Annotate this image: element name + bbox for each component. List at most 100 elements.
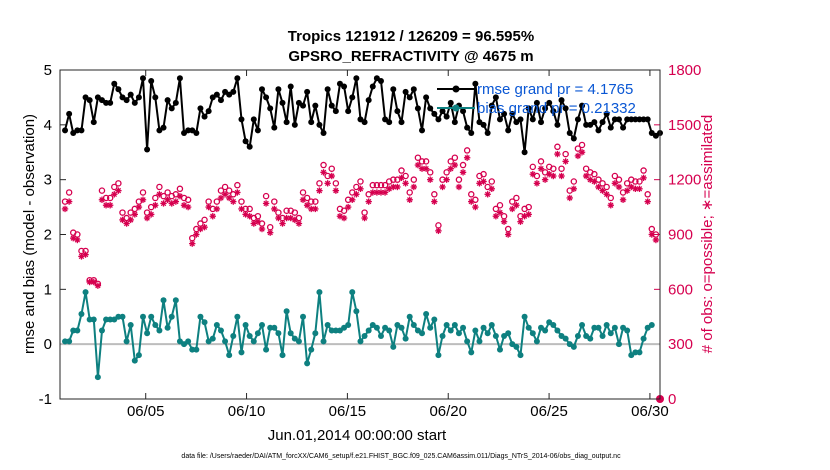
rmse-point: [435, 116, 442, 123]
bias-point: [570, 343, 577, 350]
obs-possible-point: [156, 183, 163, 191]
obs-assimilated-point: [332, 187, 340, 194]
obs-assimilated-stroke: [99, 197, 105, 203]
obs-assimilated-stroke: [464, 155, 470, 161]
obs-assimilated-stroke: [513, 202, 520, 208]
obs-possible-point: [246, 205, 253, 213]
obs-assimilated-stroke: [238, 206, 245, 212]
rmse-point: [472, 80, 479, 87]
bias-point: [455, 330, 462, 337]
rmse-point: [644, 116, 651, 123]
obs-assimilated-stroke: [95, 282, 101, 289]
obs-assimilated-point: [65, 198, 73, 205]
rmse-point: [164, 97, 171, 104]
obs-possible-point: [139, 189, 147, 196]
bias-point: [533, 338, 540, 345]
rmse-point: [406, 94, 413, 101]
x-ticks: 06/05 06/10 06/15 06/20 06/25 06/30: [127, 70, 669, 420]
bias-point: [345, 321, 352, 328]
bias-point: [103, 316, 110, 323]
rmse-point: [439, 108, 446, 115]
rmse-point: [566, 130, 573, 137]
obs-assimilated-point: [74, 236, 81, 244]
chart-title-line2: GPSRO_REFRACTIVITY @ 4675 m: [288, 48, 533, 65]
obs-assimilated-stroke: [107, 202, 113, 208]
rmse-point: [291, 121, 298, 128]
rmse-point: [217, 97, 224, 104]
obs-assimilated-point: [480, 178, 487, 185]
obs-assimilated-stroke: [193, 231, 200, 238]
obs-assimilated-stroke: [616, 184, 622, 190]
obs-possible-point: [574, 145, 582, 152]
obs-possible-point: [554, 143, 561, 151]
obs-assimilated-point: [275, 214, 282, 222]
obs-assimilated-stroke: [608, 202, 614, 208]
obs-assimilated-point: [533, 180, 541, 187]
obs-assimilated-stroke: [415, 162, 421, 168]
rmse-point: [271, 124, 278, 131]
obs-assimilated-point: [525, 211, 532, 218]
bias-point: [226, 352, 233, 359]
obs-assimilated-point: [217, 194, 225, 202]
bias-point: [607, 330, 614, 337]
obs-assimilated-point: [258, 225, 266, 233]
obs-assimilated-stroke: [173, 198, 179, 205]
left-y-ticks: -1 0 1 2 3 4 5: [39, 62, 66, 408]
obs-assimilated-stroke: [185, 204, 191, 210]
bias-point: [127, 321, 134, 328]
obs-assimilated-point: [184, 203, 192, 211]
obs-assimilated-stroke: [341, 215, 347, 221]
obs-assimilated-stroke: [558, 173, 565, 179]
obs-assimilated-stroke: [103, 202, 109, 208]
rmse-point: [176, 75, 183, 82]
bias-point: [554, 327, 561, 334]
obs-assimilated-stroke: [493, 213, 499, 219]
left-y-tick-label: 2: [44, 227, 52, 244]
obs-assimilated-stroke: [263, 200, 269, 207]
x-axis-label: Jun.01,2014 00:00:00 start: [268, 427, 447, 444]
obs-assimilated-stroke: [234, 189, 241, 196]
obs-possible-point: [320, 161, 327, 169]
bias-point: [94, 374, 101, 381]
obs-assimilated-point: [652, 236, 660, 244]
obs-possible-point: [65, 189, 73, 196]
x-tick-label: 06/25: [530, 403, 568, 420]
rmse-point: [263, 94, 270, 101]
obs-assimilated-stroke: [505, 231, 511, 238]
obs-possible-point: [463, 147, 471, 154]
obs-possible-point: [562, 150, 569, 158]
obs-possible-point: [164, 189, 171, 196]
obs-assimilated-point: [455, 183, 463, 191]
obs-assimilated-stroke: [210, 213, 216, 219]
obs-assimilated-stroke: [452, 162, 458, 168]
obs-assimilated-point: [463, 154, 471, 161]
bias-point: [107, 316, 114, 323]
bias-point: [468, 349, 475, 356]
bias-point: [140, 313, 147, 320]
obs-assimilated-stroke: [320, 169, 327, 176]
obs-assimilated-stroke: [571, 186, 577, 192]
obs-assimilated-point: [398, 174, 405, 182]
obs-assimilated-point: [509, 205, 516, 213]
right-y-tick-label: 300: [668, 336, 693, 353]
obs-assimilated-stroke: [640, 175, 647, 181]
obs-possible-point: [111, 183, 118, 191]
rmse-point: [349, 94, 356, 101]
bias-point: [562, 335, 569, 342]
bias-point: [197, 313, 204, 320]
bias-point: [308, 346, 315, 353]
bias-point: [254, 330, 261, 337]
obs-assimilated-point: [365, 198, 372, 205]
obs-possible-point: [591, 170, 598, 178]
bias-point: [135, 352, 142, 359]
bias-point: [574, 332, 581, 339]
obs-assimilated-stroke: [370, 189, 376, 196]
obs-assimilated-stroke: [653, 237, 659, 243]
bias-point: [258, 321, 265, 328]
obs-assimilated-point: [164, 196, 171, 203]
obs-assimilated-point: [414, 161, 422, 169]
obs-assimilated-point: [357, 185, 364, 193]
rmse-point: [369, 83, 376, 90]
obs-assimilated-stroke: [308, 206, 314, 212]
x-tick-label: 06/20: [429, 403, 467, 420]
